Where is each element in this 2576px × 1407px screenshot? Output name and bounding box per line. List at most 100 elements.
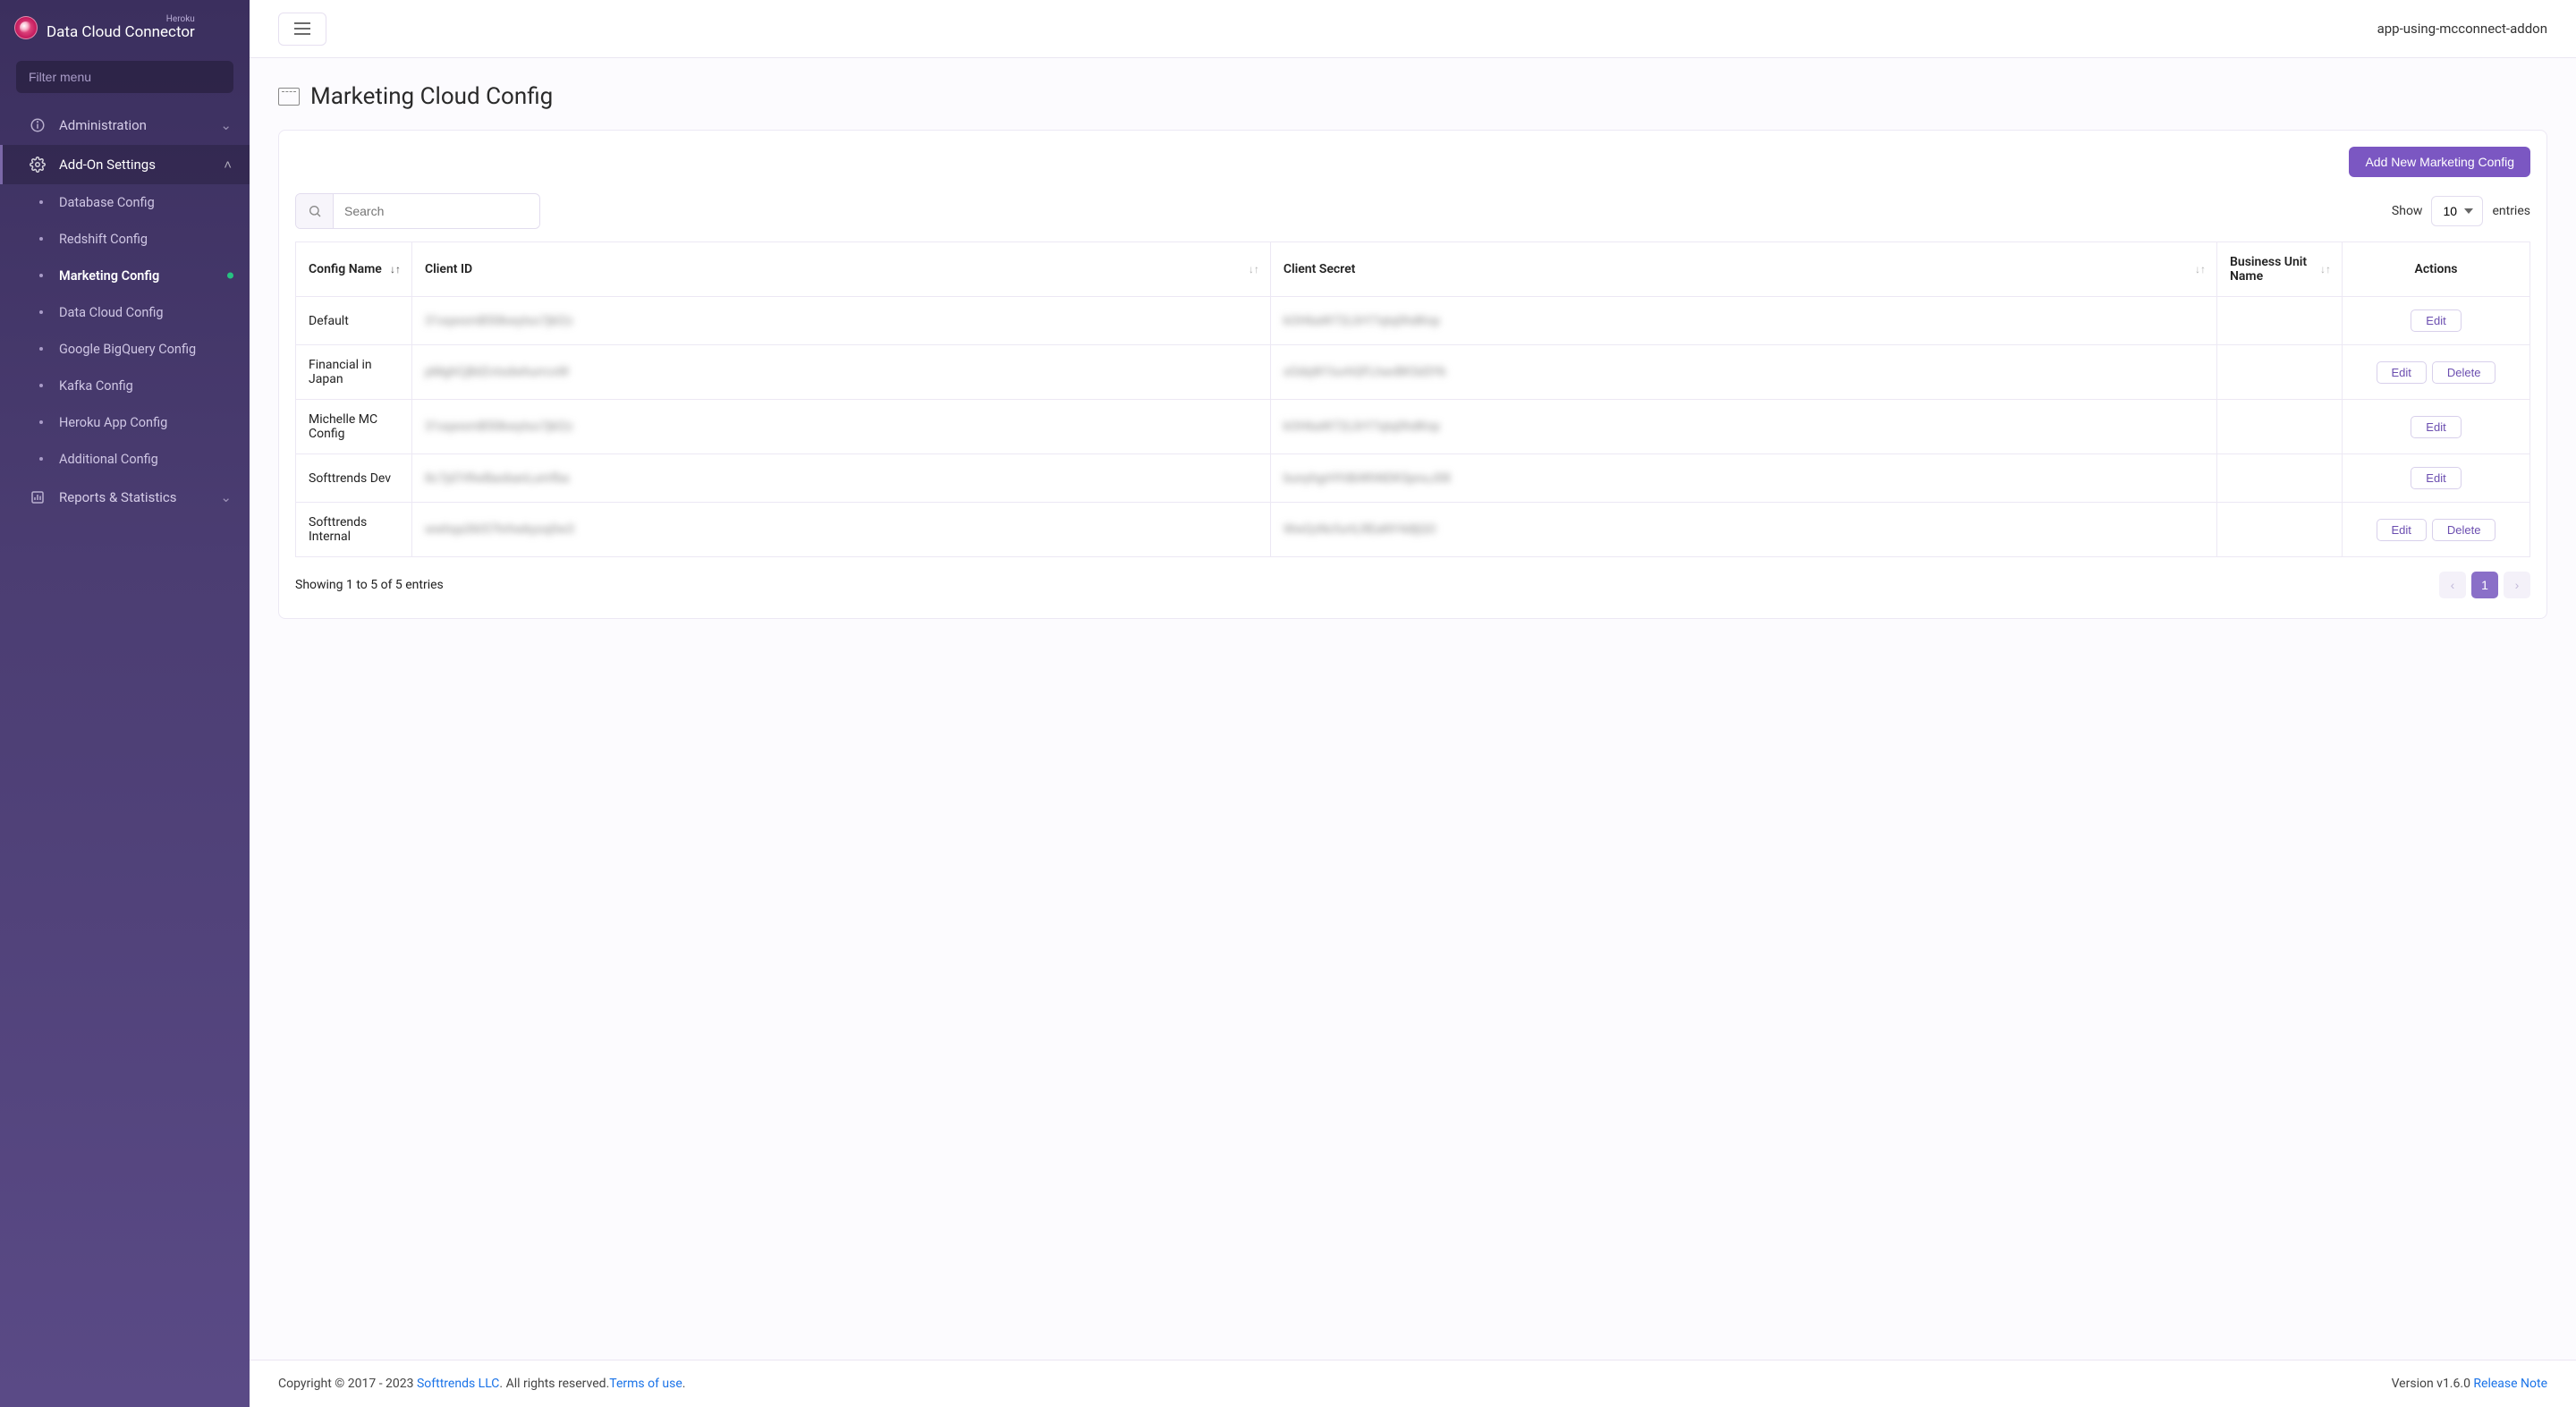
- cell-client-secret: kOH6aW72L0rY7qtq0hdKnp: [1284, 314, 1440, 328]
- col-client-id[interactable]: Client ID↓↑: [412, 242, 1271, 297]
- show-label: Show: [2392, 204, 2423, 218]
- topbar: app-using-mcconnect-addon: [250, 0, 2576, 58]
- nav-label: Add-On Settings: [59, 157, 156, 173]
- table-footer: Showing 1 to 5 of 5 entries ‹ 1 ›: [295, 557, 2530, 598]
- cell-client-id: pMghCjBd2vtsdwhurrcxW: [425, 365, 569, 379]
- menu-toggle-button[interactable]: [278, 13, 326, 46]
- nav-item-administration[interactable]: Administration ⌄: [0, 106, 250, 145]
- pager-prev-button[interactable]: ‹: [2439, 572, 2466, 598]
- cell-config-name: Michelle MC Config: [296, 400, 412, 454]
- nav: Administration ⌄ Add-On Settings ˄ Datab…: [0, 106, 250, 1407]
- report-icon: [29, 489, 47, 505]
- release-note-link[interactable]: Release Note: [2473, 1377, 2547, 1391]
- cell-actions: EditDelete: [2343, 503, 2530, 557]
- gear-icon: [29, 157, 47, 173]
- pager-next-button[interactable]: ›: [2504, 572, 2530, 598]
- table-info: Showing 1 to 5 of 5 entries: [295, 578, 444, 592]
- page-title: Marketing Cloud Config: [310, 83, 553, 110]
- copyright-text: Copyright © 2017 - 2023: [278, 1377, 417, 1391]
- config-card: Add New Marketing Config Show 10 entries: [278, 130, 2547, 619]
- delete-button[interactable]: Delete: [2432, 519, 2496, 541]
- pager-page-button[interactable]: 1: [2471, 572, 2498, 598]
- version-text: Version v1.6.0: [2392, 1377, 2474, 1391]
- sort-icon: ↓↑: [2320, 263, 2331, 275]
- sub-label: Redshift Config: [59, 232, 148, 247]
- cell-bu: [2217, 297, 2343, 345]
- entries-label: entries: [2492, 204, 2530, 218]
- filter-menu-input[interactable]: [16, 61, 233, 93]
- cell-actions: Edit: [2343, 454, 2530, 503]
- edit-button[interactable]: Edit: [2377, 361, 2427, 384]
- cell-client-secret: WwQzNcfurtLREaNY4dljQO: [1284, 522, 1436, 537]
- sidebar: Heroku Data Cloud Connector Administrati…: [0, 0, 250, 1407]
- main: app-using-mcconnect-addon Marketing Clou…: [250, 0, 2576, 1407]
- table-row: Financial in Japan pMghCjBd2vtsdwhurrcxW x…: [296, 345, 2530, 400]
- col-client-secret[interactable]: Client Secret↓↑: [1270, 242, 2216, 297]
- company-link[interactable]: Softtrends LLC: [417, 1377, 499, 1391]
- table-row: Softtrends Dev 8c7jd7rRwBaobanLumfba bunyh…: [296, 454, 2530, 503]
- sort-icon: ↓↑: [390, 263, 401, 275]
- cell-actions: EditDelete: [2343, 345, 2530, 400]
- col-config-name[interactable]: Config Name↓↑: [296, 242, 412, 297]
- cell-client-secret: xOdqW1luvhQFLhavBK5d3Yk: [1284, 365, 1446, 379]
- pager: ‹ 1 ›: [2439, 572, 2530, 598]
- sidebar-item-additional-config[interactable]: Additional Config: [0, 441, 250, 478]
- active-dot-icon: [227, 273, 233, 279]
- table-toolbar: Show 10 entries: [295, 193, 2530, 229]
- sub-label: Additional Config: [59, 452, 158, 467]
- cell-config-name: Financial in Japan: [296, 345, 412, 400]
- col-bu-name[interactable]: Business Unit Name↓↑: [2217, 242, 2343, 297]
- sidebar-item-redshift-config[interactable]: Redshift Config: [0, 221, 250, 258]
- sidebar-item-data-cloud-config[interactable]: Data Cloud Config: [0, 294, 250, 331]
- sidebar-item-kafka-config[interactable]: Kafka Config: [0, 368, 250, 404]
- cell-config-name: Softtrends Dev: [296, 454, 412, 503]
- search-input[interactable]: [334, 196, 539, 226]
- cell-client-id: 31xqwsmB50kwytso7jkl2z: [425, 314, 573, 328]
- nav-item-reports[interactable]: Reports & Statistics ⌄: [0, 478, 250, 517]
- brand-title: Data Cloud Connector: [47, 24, 195, 41]
- config-table: Config Name↓↑ Client ID↓↑ Client Secret↓…: [295, 242, 2530, 557]
- nav-label: Administration: [59, 117, 147, 133]
- chevron-down-icon: ⌄: [220, 117, 232, 133]
- nav-item-addon-settings[interactable]: Add-On Settings ˄: [0, 145, 250, 184]
- rights-text: . All rights reserved.: [499, 1377, 609, 1391]
- sidebar-item-database-config[interactable]: Database Config: [0, 184, 250, 221]
- cell-bu: [2217, 454, 2343, 503]
- sub-label: Data Cloud Config: [59, 305, 164, 320]
- subnav-addon-settings: Database Config Redshift Config Marketin…: [0, 184, 250, 478]
- delete-button[interactable]: Delete: [2432, 361, 2496, 384]
- cell-client-secret: kOH6aW72L0rY7qtq0hdKnp: [1284, 420, 1440, 434]
- cell-client-id: 8c7jd7rRwBaobanLumfba: [425, 471, 569, 486]
- page-size-select[interactable]: 10: [2431, 196, 2483, 226]
- edit-button[interactable]: Edit: [2411, 416, 2461, 438]
- sidebar-item-heroku-app-config[interactable]: Heroku App Config: [0, 404, 250, 441]
- edit-button[interactable]: Edit: [2411, 467, 2461, 489]
- cell-config-name: Default: [296, 297, 412, 345]
- sidebar-item-bigquery-config[interactable]: Google BigQuery Config: [0, 331, 250, 368]
- terms-link[interactable]: Terms of use: [609, 1377, 682, 1391]
- table-row: Default 31xqwsmB50kwytso7jkl2z kOH6aW72L0r…: [296, 297, 2530, 345]
- nav-label: Reports & Statistics: [59, 489, 176, 505]
- show-entries: Show 10 entries: [2392, 196, 2530, 226]
- sort-icon: ↓↑: [2195, 263, 2206, 275]
- sidebar-item-marketing-config[interactable]: Marketing Config: [0, 258, 250, 294]
- cell-bu: [2217, 400, 2343, 454]
- search-wrap: [295, 193, 540, 229]
- sort-icon: ↓↑: [1249, 263, 1259, 275]
- info-icon: [29, 117, 47, 133]
- cell-client-id: 31xqwsmB50kwytso7jkl2z: [425, 420, 573, 434]
- cell-actions: Edit: [2343, 297, 2530, 345]
- period: .: [682, 1377, 686, 1391]
- search-icon: [296, 194, 334, 228]
- chevron-up-icon: ˄: [224, 157, 232, 173]
- sub-label: Marketing Config: [59, 268, 159, 284]
- window-icon: [278, 88, 300, 106]
- cell-client-secret: bunyhgrHYdbWhNDKSpnuJ08: [1284, 471, 1451, 486]
- sub-label: Database Config: [59, 195, 155, 210]
- table-row: Michelle MC Config 31xqwsmB50kwytso7jkl2z…: [296, 400, 2530, 454]
- cell-client-id: wwhqa36t57hrhwkyoq0w3: [425, 522, 574, 537]
- add-config-button[interactable]: Add New Marketing Config: [2349, 147, 2530, 177]
- edit-button[interactable]: Edit: [2411, 309, 2461, 332]
- app-name: app-using-mcconnect-addon: [2377, 21, 2547, 37]
- edit-button[interactable]: Edit: [2377, 519, 2427, 541]
